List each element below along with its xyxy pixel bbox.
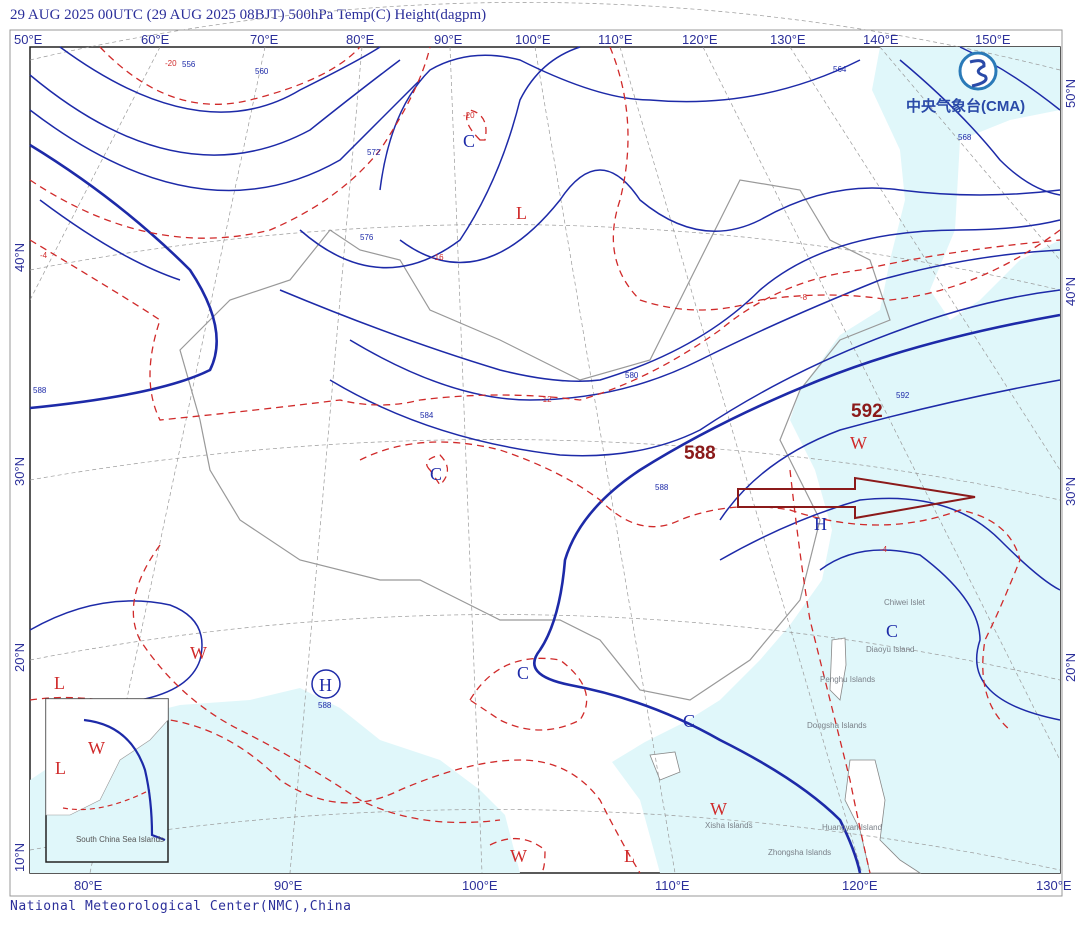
contour-label: 584 <box>420 411 434 420</box>
system-label: C <box>430 464 442 484</box>
lon-label: 70°E <box>250 32 279 47</box>
island-label: Dongsha Islands <box>807 721 867 730</box>
south-china-sea-inset: W L South China Sea Islands <box>45 698 169 863</box>
contour-label: -4 <box>880 545 888 554</box>
lat-label: 30°N <box>1063 477 1078 506</box>
outer-frame <box>9 29 1063 897</box>
system-label: C <box>517 663 529 683</box>
system-label: L <box>624 846 635 866</box>
contour-label: 588 <box>655 483 669 492</box>
label-588: 588 <box>684 443 716 464</box>
system-label: C <box>463 131 475 151</box>
lon-label: 100°E <box>515 32 551 47</box>
island-label: Diaoyu Island <box>866 645 914 654</box>
system-label: C <box>886 621 898 641</box>
inset-label: South China Sea Islands <box>76 835 164 844</box>
lon-label: 50°E <box>14 32 43 47</box>
contour-label: 560 <box>255 67 269 76</box>
system-label: L <box>54 673 65 693</box>
contour-label: -20 <box>463 111 475 120</box>
temperature-contours <box>29 46 1061 874</box>
lon-label: 120°E <box>682 32 718 47</box>
island-labels: Chiwei Islet Diaoyu Island Penghu Island… <box>705 598 926 857</box>
lon-label: 80°E <box>74 878 103 893</box>
lon-label: 110°E <box>655 878 690 893</box>
lon-label: 120°E <box>842 878 878 893</box>
lon-label: 60°E <box>141 32 170 47</box>
system-label: W <box>190 643 207 663</box>
system-label: H <box>814 514 827 534</box>
island-label: Xisha Islands <box>705 821 753 830</box>
contour-label: -4 <box>40 251 48 260</box>
taiwan <box>829 637 847 701</box>
lon-label: 100°E <box>462 878 498 893</box>
contour-label: 564 <box>833 65 847 74</box>
island-label: Huangyan Island <box>822 823 882 832</box>
system-label: W <box>510 846 527 866</box>
contour-label: -12 <box>540 395 552 404</box>
contour-label: 576 <box>360 233 374 242</box>
system-label: W <box>850 433 867 453</box>
philippines <box>844 759 922 874</box>
height-contours <box>29 46 1061 721</box>
china-border <box>179 179 891 701</box>
lon-label: 90°E <box>274 878 303 893</box>
lat-label: 30°N <box>12 457 27 486</box>
top-longitude-labels: 50°E 60°E 70°E 80°E 90°E 100°E 110°E 120… <box>14 32 1011 47</box>
contour-label: 580 <box>625 371 639 380</box>
lat-label: 40°N <box>12 243 27 272</box>
island-label: Penghu Islands <box>820 675 875 684</box>
lon-label: 130°E <box>1036 878 1072 893</box>
bottom-longitude-labels: 80°E 90°E 100°E 110°E 120°E 130°E <box>74 878 1072 893</box>
ocean-japan-sea <box>930 110 1060 320</box>
contour-label: -16 <box>432 253 444 262</box>
system-label: W <box>88 738 105 758</box>
contour-label: 572 <box>367 148 381 157</box>
lat-label: 40°N <box>1063 277 1078 306</box>
hainan <box>649 751 681 781</box>
system-label: H <box>319 675 332 695</box>
left-latitude-labels: 40°N 30°N 20°N 10°N <box>12 243 27 872</box>
contour-label: 588 <box>33 386 47 395</box>
contour-label: -8 <box>800 293 808 302</box>
system-label: L <box>516 203 527 223</box>
island-label: Zhongsha Islands <box>768 848 831 857</box>
contour-label: 556 <box>182 60 196 69</box>
system-label: W <box>710 799 727 819</box>
lon-label: 90°E <box>434 32 463 47</box>
system-label: L <box>55 758 66 778</box>
chart-title: 29 AUG 2025 00UTC (29 AUG 2025 08BJT) 50… <box>10 7 487 23</box>
lat-label: 50°N <box>1063 79 1078 108</box>
lon-label: 110°E <box>598 32 633 47</box>
temp-contour-labels: -20 -16 -12 -8 -4 -20 -4 <box>40 59 888 554</box>
lon-label: 130°E <box>770 32 806 47</box>
right-latitude-labels: 50°N 40°N 30°N 20°N <box>1063 79 1078 682</box>
logo-text: 中央气象台(CMA) <box>906 97 1025 115</box>
cma-logo: 中央气象台(CMA) <box>906 51 1025 115</box>
system-label: C <box>683 711 695 731</box>
lon-label: 150°E <box>975 32 1011 47</box>
contour-label: 588 <box>318 701 332 710</box>
footer-credit: National Meteorological Center(NMC),Chin… <box>10 899 352 914</box>
east-arrow-icon <box>737 476 976 520</box>
label-592: 592 <box>851 401 883 422</box>
lat-label: 10°N <box>12 843 27 872</box>
lat-label: 20°N <box>12 643 27 672</box>
lon-label: 140°E <box>863 32 899 47</box>
lon-label: 80°E <box>346 32 375 47</box>
contour-label: 592 <box>896 391 910 400</box>
contour-label: 568 <box>958 133 972 142</box>
contour-label: -20 <box>165 59 177 68</box>
island-label: Chiwei Islet <box>884 598 926 607</box>
lat-label: 20°N <box>1063 653 1078 682</box>
